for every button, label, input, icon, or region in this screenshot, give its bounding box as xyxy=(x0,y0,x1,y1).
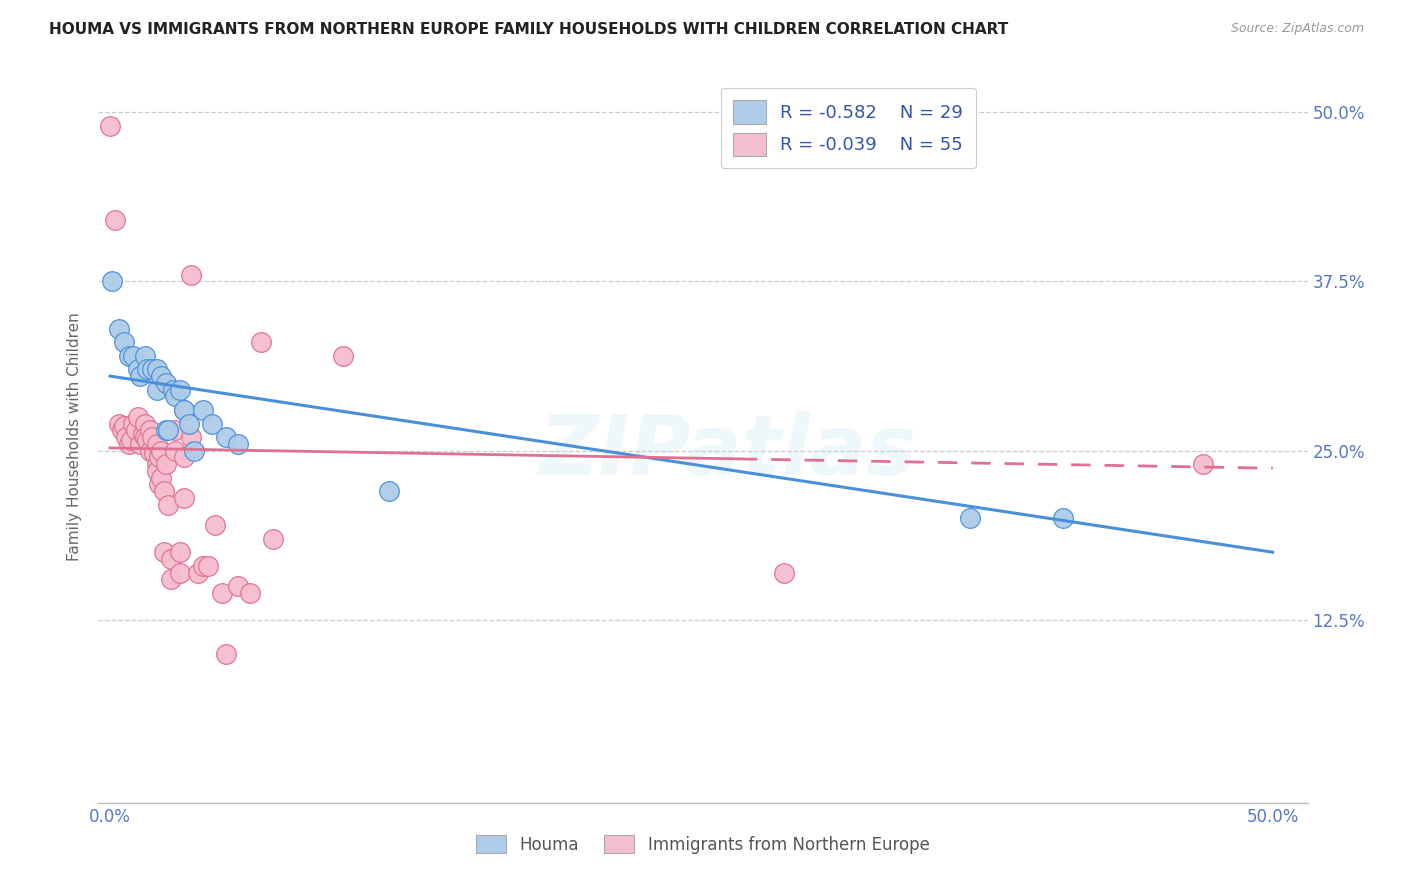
Point xyxy=(197,558,219,573)
Point xyxy=(159,572,181,586)
Point xyxy=(150,471,173,485)
Text: HOUMA VS IMMIGRANTS FROM NORTHERN EUROPE FAMILY HOUSEHOLDS WITH CHILDREN CORRELA: HOUMA VS IMMIGRANTS FROM NORTHERN EUROPE… xyxy=(49,22,1008,37)
Text: ZIPatlas: ZIPatlas xyxy=(538,411,917,492)
Point xyxy=(127,409,149,424)
Point xyxy=(250,335,273,350)
Point xyxy=(134,349,156,363)
Point xyxy=(211,586,233,600)
Point xyxy=(157,423,180,437)
Point xyxy=(215,430,238,444)
Point xyxy=(159,552,181,566)
Point xyxy=(155,423,177,437)
Point xyxy=(150,369,173,384)
Point xyxy=(165,389,187,403)
Point xyxy=(131,427,153,442)
Point xyxy=(108,417,131,431)
Point xyxy=(180,430,202,444)
Point xyxy=(179,417,201,431)
Point xyxy=(145,457,167,471)
Point xyxy=(120,433,142,447)
Point xyxy=(173,450,195,465)
Point xyxy=(141,430,163,444)
Point xyxy=(378,484,401,499)
Point xyxy=(129,369,152,384)
Point xyxy=(112,419,135,434)
Point xyxy=(155,376,177,390)
Point xyxy=(959,511,981,525)
Point xyxy=(143,446,166,460)
Point xyxy=(204,518,226,533)
Point xyxy=(122,349,145,363)
Point xyxy=(173,403,195,417)
Point xyxy=(104,213,127,227)
Point xyxy=(157,498,180,512)
Point xyxy=(191,403,214,417)
Point xyxy=(145,362,167,376)
Point xyxy=(115,430,138,444)
Point xyxy=(173,491,195,505)
Point xyxy=(152,545,174,559)
Point xyxy=(1052,511,1074,525)
Point xyxy=(1192,457,1215,471)
Point xyxy=(145,383,167,397)
Point xyxy=(141,362,163,376)
Point xyxy=(118,437,141,451)
Point xyxy=(134,430,156,444)
Point xyxy=(215,647,238,661)
Point xyxy=(226,579,249,593)
Point xyxy=(201,417,224,431)
Point xyxy=(165,423,187,437)
Point xyxy=(150,443,173,458)
Point xyxy=(152,484,174,499)
Point xyxy=(773,566,796,580)
Point xyxy=(162,383,184,397)
Point xyxy=(138,443,160,458)
Legend: Houma, Immigrants from Northern Europe: Houma, Immigrants from Northern Europe xyxy=(470,829,936,860)
Point xyxy=(165,443,187,458)
Point xyxy=(108,322,131,336)
Point xyxy=(180,268,202,282)
Point xyxy=(169,566,191,580)
Point xyxy=(138,423,160,437)
Y-axis label: Family Households with Children: Family Households with Children xyxy=(67,313,83,561)
Point xyxy=(332,349,354,363)
Point xyxy=(191,558,214,573)
Point xyxy=(129,437,152,451)
Point xyxy=(187,566,209,580)
Point xyxy=(111,423,134,437)
Point xyxy=(127,362,149,376)
Point xyxy=(124,423,146,437)
Point xyxy=(173,403,195,417)
Point xyxy=(169,383,191,397)
Point xyxy=(101,274,124,288)
Point xyxy=(239,586,262,600)
Point xyxy=(98,119,121,133)
Point xyxy=(145,464,167,478)
Point xyxy=(118,349,141,363)
Point xyxy=(136,362,159,376)
Point xyxy=(226,437,249,451)
Point xyxy=(262,532,284,546)
Point xyxy=(145,437,167,451)
Point xyxy=(136,433,159,447)
Point xyxy=(169,545,191,559)
Point xyxy=(148,450,170,465)
Point xyxy=(148,477,170,491)
Text: Source: ZipAtlas.com: Source: ZipAtlas.com xyxy=(1230,22,1364,36)
Point xyxy=(112,335,135,350)
Point xyxy=(122,417,145,431)
Point xyxy=(134,417,156,431)
Point xyxy=(183,443,205,458)
Point xyxy=(155,457,177,471)
